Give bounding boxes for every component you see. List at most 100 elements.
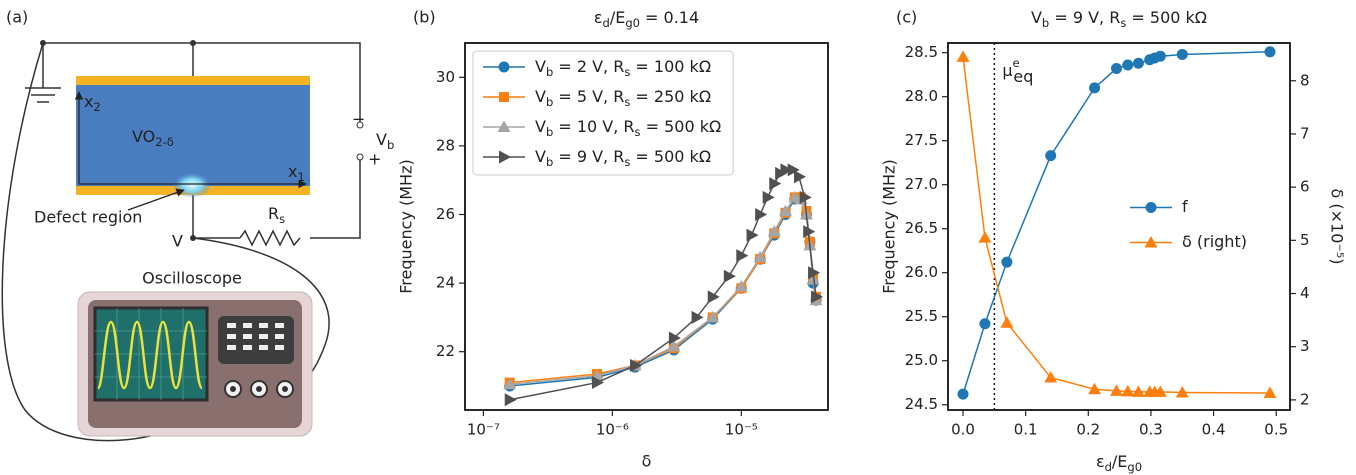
y2-tick-label: 5 — [1300, 231, 1310, 249]
legend-marker — [499, 150, 511, 164]
y-tick-label: 30 — [436, 68, 455, 86]
annotation: eq — [1013, 67, 1033, 86]
marker — [806, 273, 820, 285]
y-tick-label: 27.0 — [905, 175, 938, 193]
marker — [1176, 48, 1188, 60]
legend-marker — [1145, 202, 1157, 213]
y-tick-label: 26.0 — [905, 263, 938, 281]
y-axis-label: Frequency (MHz) — [880, 159, 899, 293]
legend-marker — [499, 92, 509, 102]
resistor — [239, 229, 301, 247]
y-tick-label: 24 — [436, 274, 455, 292]
series-line — [509, 196, 817, 386]
marker — [667, 340, 681, 352]
text-part: /E — [610, 8, 626, 27]
terminal — [356, 121, 364, 129]
text-part: s — [624, 155, 630, 169]
marker — [769, 177, 782, 191]
y-tick-label: 25.5 — [905, 307, 938, 325]
text-part: b — [1042, 16, 1049, 30]
marker — [1131, 385, 1145, 397]
y2-axis-label: δ (×10⁻⁵) — [1328, 189, 1347, 265]
marker — [1110, 63, 1122, 75]
text-part: ε — [594, 8, 603, 27]
x-tick-label: 10⁻⁷ — [467, 421, 500, 439]
wire — [192, 195, 240, 239]
marker — [1264, 46, 1276, 58]
scope-trace — [96, 320, 204, 390]
text-part: V — [1031, 8, 1042, 27]
chart-title: Vb = 9 V, Rs = 500 kΩ — [1031, 8, 1207, 30]
text-part: b — [387, 138, 394, 152]
x-tick-label: 0.0 — [951, 421, 975, 439]
legend-marker — [1144, 236, 1158, 248]
marker — [1044, 371, 1058, 383]
marker — [1175, 385, 1189, 398]
marker — [778, 204, 792, 217]
electrode — [76, 76, 310, 85]
node — [40, 40, 46, 46]
marker — [668, 331, 681, 345]
x-tick-label: 0.1 — [1014, 421, 1038, 439]
marker — [767, 225, 781, 237]
y-tick-label: 28.0 — [905, 87, 938, 105]
legend-label: f — [1182, 197, 1188, 216]
text-part: V — [535, 117, 546, 136]
y-tick-label: 28 — [436, 136, 455, 154]
y-tick-label: 28.5 — [905, 43, 938, 61]
series-group — [503, 163, 824, 407]
text-part: s — [1120, 16, 1126, 30]
legend-label: Vb = 9 V, Rs = 500 kΩ — [535, 147, 711, 169]
marker — [1088, 382, 1102, 395]
legend-label: δ (right) — [1182, 232, 1247, 251]
annotation: μe — [1002, 56, 1019, 80]
x-tick-label: 10⁻⁵ — [725, 421, 758, 439]
x-tick-label: 0.5 — [1264, 421, 1288, 439]
text-part: 2-δ — [155, 135, 174, 149]
marker — [793, 170, 806, 184]
marker — [1109, 384, 1123, 396]
defect — [172, 172, 212, 198]
marker — [780, 163, 793, 177]
x-tick-label: 0.3 — [1139, 421, 1163, 439]
marker — [1122, 59, 1134, 71]
marker — [1153, 385, 1167, 397]
panel-label: (c) — [896, 8, 917, 27]
material-label: VO2-δ — [132, 127, 174, 149]
text-part: g0 — [625, 16, 640, 30]
axis-label: x1 — [288, 162, 305, 184]
marker — [734, 280, 748, 292]
text-part: = 100 kΩ — [630, 57, 711, 76]
legend: f δ (right) — [1130, 197, 1247, 251]
terminal — [356, 153, 364, 161]
y-axis-label: Frequency (MHz) — [397, 159, 416, 293]
text-part: V — [376, 130, 387, 149]
text-part: = 9 V, R — [1049, 8, 1120, 27]
text-part: = 5 V, R — [553, 87, 624, 106]
text-part: = 500 kΩ — [641, 117, 722, 136]
text-part: g0 — [1127, 460, 1142, 474]
legend-marker — [498, 61, 510, 73]
marker — [736, 249, 749, 263]
node — [190, 40, 196, 46]
marker — [808, 266, 821, 280]
series-line — [962, 51, 1270, 395]
text-part: b — [546, 65, 553, 79]
marker — [723, 269, 736, 283]
marker — [803, 225, 816, 239]
x-tick-label: 0.2 — [1076, 421, 1100, 439]
text-part: s — [624, 65, 630, 79]
marker — [691, 310, 704, 324]
series-line — [962, 56, 1270, 394]
text-part: 2 — [93, 100, 100, 114]
film — [76, 85, 310, 186]
marker — [1121, 384, 1135, 397]
legend-frame — [472, 50, 734, 176]
text-part: = 0.14 — [640, 8, 699, 27]
text-part: s — [624, 95, 630, 109]
legend-label: Vb = 2 V, Rs = 100 kΩ — [535, 57, 711, 79]
node-label: V — [172, 232, 183, 251]
marker — [755, 207, 768, 221]
